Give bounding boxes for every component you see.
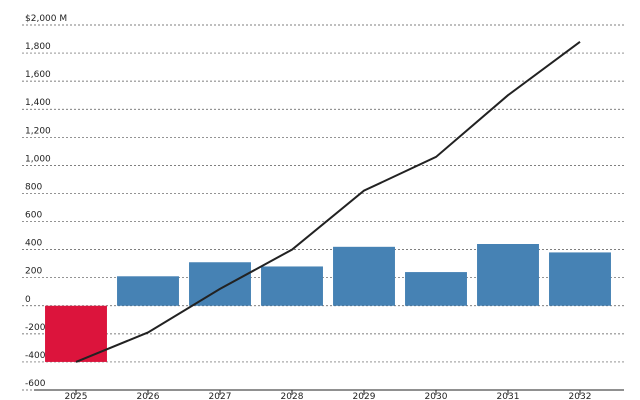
y-tick-label: 200 [25, 267, 42, 277]
y-tick-label: 1,000 [25, 154, 51, 164]
y-tick-label: $2,000 M [25, 14, 67, 24]
y-tick-label: 1,400 [25, 98, 51, 108]
bar [261, 266, 323, 306]
y-tick-label: -600 [25, 379, 46, 389]
y-tick-label: 400 [25, 239, 42, 249]
y-tick-label: 1,600 [25, 70, 51, 80]
x-tick-label: 2031 [497, 392, 520, 400]
y-tick-label: 0 [25, 295, 31, 305]
bar [477, 244, 539, 306]
y-tick-label: -400 [25, 351, 46, 361]
y-tick-label: 1,200 [25, 126, 51, 136]
y-tick-label: 600 [25, 211, 42, 221]
y-tick-label: -200 [25, 323, 46, 333]
bar [117, 276, 179, 306]
bar [549, 252, 611, 306]
bar [189, 262, 251, 306]
y-tick-label: 800 [25, 182, 42, 192]
y-tick-label: 1,800 [25, 42, 51, 52]
x-tick-label: 2025 [65, 392, 88, 400]
x-tick-label: 2028 [281, 392, 304, 400]
bar [405, 272, 467, 306]
x-tick-label: 2026 [137, 392, 160, 400]
x-tick-label: 2032 [569, 392, 592, 400]
line [75, 41, 581, 363]
x-tick-label: 2029 [353, 392, 376, 400]
x-tick-label: 2027 [209, 392, 232, 400]
bar [333, 246, 395, 306]
x-tick-label: 2030 [425, 392, 448, 400]
